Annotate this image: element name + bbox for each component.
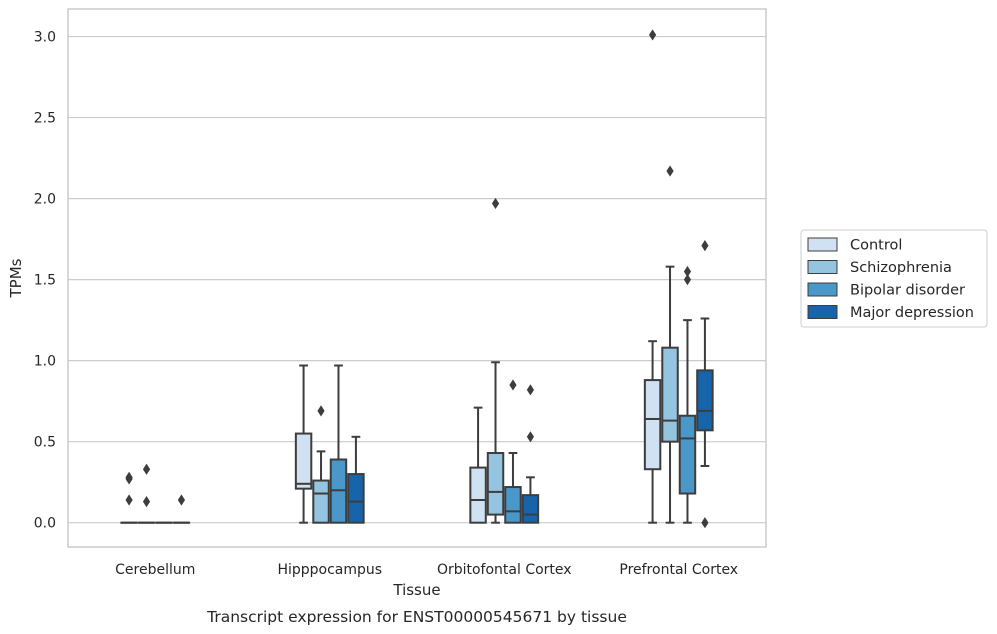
outlier-point [526,431,535,443]
box-iqr [643,379,662,471]
box-iqr [661,346,679,443]
box-iqr [521,494,540,524]
box-iqr [504,486,522,524]
box-schizophrenia [137,463,156,524]
legend: Control Schizophrenia Bipolar disorder Majo… [800,229,988,328]
outlier-point [701,517,709,529]
y-tick-label: 2.0 [34,192,56,208]
x-tick-label: Cerebellum [115,562,195,578]
y-tick-label: 0.0 [34,516,56,532]
box-iqr [347,473,365,524]
outlier-point [683,265,692,278]
outlier-point [491,197,500,210]
legend-frame [800,229,988,328]
outlier-point [648,29,657,41]
outlier-point [701,239,709,252]
legend-swatch [807,305,838,319]
box-control [643,29,662,524]
legend-label: Bipolar disorder [850,283,965,299]
box-iqr [678,414,697,495]
y-tick-label: 1.0 [34,354,56,370]
box-schizophrenia [661,165,679,524]
legend-label: Major depression [850,305,974,321]
plot-frame [67,8,767,548]
legend-swatch [807,237,838,252]
box-bipolar-disorder [329,364,348,524]
y-tick-label: 1.5 [34,273,56,289]
y-tick-label: 0.5 [34,435,56,451]
outlier-point [142,496,151,508]
box-bipolar-disorder [504,379,522,524]
outlier-point [177,494,186,506]
box-bipolar-disorder [678,265,697,524]
legend-swatch [807,282,838,297]
box-major-depression [172,494,191,524]
chart-caption: Transcript expression for ENST0000054567… [206,608,627,626]
box-iqr [312,479,330,524]
x-tick-label: Orbitofontal Cortex [437,562,572,578]
outlier-point [125,494,133,506]
outlier-point [125,473,133,485]
box-control [469,406,487,524]
box-control [294,364,313,524]
outlier-point [317,405,325,417]
box-control [120,471,138,524]
box-iqr [469,466,487,524]
box-iqr [294,432,313,490]
box-schizophrenia [312,405,330,524]
outlier-point [683,274,692,286]
box-iqr [696,369,714,432]
box-major-depression [521,384,540,524]
y-axis-label: TPMs [7,258,25,298]
gridlines [68,35,766,524]
x-tick-label: Prefrontal Cortex [619,562,738,578]
y-tick-label: 3.0 [34,30,56,46]
box-iqr [486,452,505,516]
x-tick-label: Hipppocampus [277,562,382,578]
outlier-point [526,384,535,396]
x-tick-labels: Cerebellum Hipppocampus Orbitofontal Corte… [115,562,738,578]
box-major-depression [696,239,714,529]
box-major-depression [347,435,365,524]
y-tick-label: 2.5 [34,111,56,127]
outlier-point [509,379,517,391]
legend-swatch [807,260,838,274]
x-axis-label: Tissue [392,581,440,599]
y-tick-labels: 0.0 0.5 1.0 1.5 2.0 2.5 3.0 [34,30,56,532]
outlier-point [142,463,151,475]
box-schizophrenia [486,197,505,524]
legend-label: Schizophrenia [850,260,952,276]
outlier-point [666,165,674,177]
legend-label: Control [850,238,902,254]
boxes [120,29,714,529]
